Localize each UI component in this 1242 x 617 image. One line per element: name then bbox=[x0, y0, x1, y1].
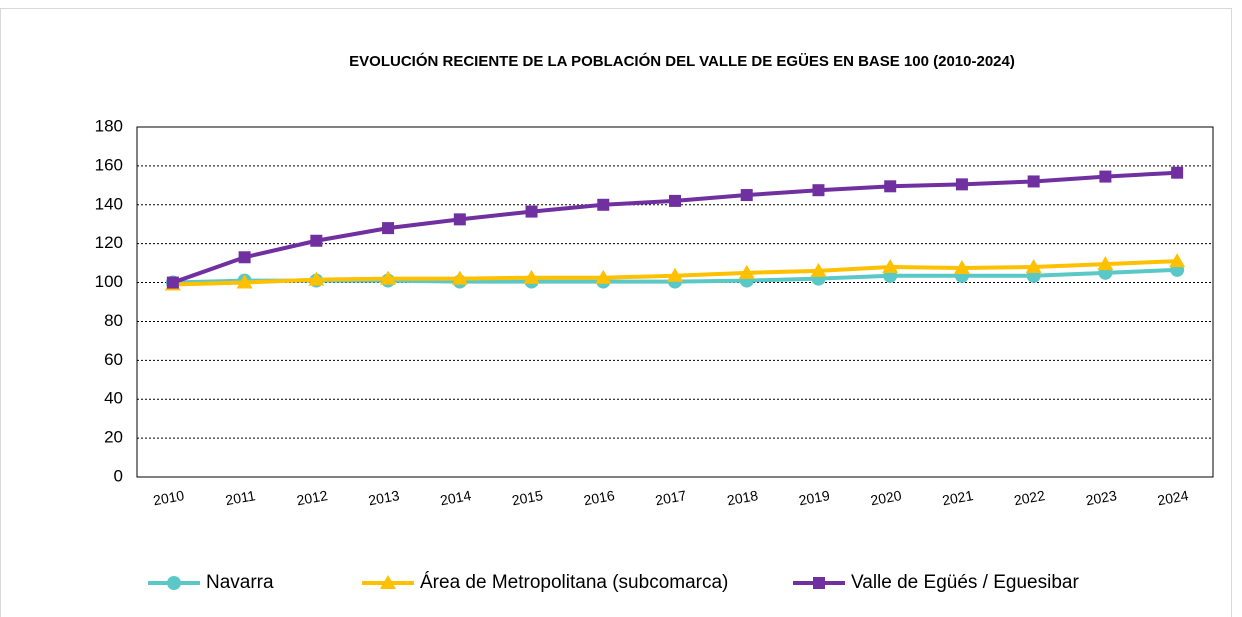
data-point bbox=[382, 222, 395, 235]
x-tick-label: 2012 bbox=[295, 487, 329, 508]
x-tick-label: 2016 bbox=[582, 487, 616, 508]
legend-marker bbox=[813, 577, 825, 589]
legend-label: Navarra bbox=[206, 572, 274, 593]
data-point bbox=[525, 205, 538, 218]
x-tick-label: 2014 bbox=[439, 487, 473, 508]
legend-marker bbox=[380, 575, 396, 589]
x-tick-label: 2011 bbox=[224, 487, 257, 508]
data-point bbox=[884, 180, 897, 193]
x-tick-label: 2010 bbox=[152, 487, 186, 508]
data-point bbox=[238, 251, 251, 264]
data-point bbox=[669, 194, 681, 207]
data-point bbox=[953, 259, 970, 274]
y-tick-label: 80 bbox=[104, 311, 123, 330]
x-tick-label: 2023 bbox=[1084, 487, 1118, 508]
x-tick-label: 2020 bbox=[869, 487, 903, 508]
x-tick-label: 2024 bbox=[1156, 487, 1190, 508]
data-point bbox=[667, 267, 683, 282]
data-point bbox=[1171, 166, 1184, 179]
data-point bbox=[380, 270, 397, 285]
y-tick-label: 40 bbox=[104, 389, 123, 408]
data-point bbox=[882, 259, 899, 273]
y-tick-label: 140 bbox=[95, 194, 123, 213]
x-tick-label: 2013 bbox=[367, 487, 401, 508]
data-point bbox=[453, 213, 466, 226]
data-point bbox=[738, 264, 755, 279]
data-point bbox=[1099, 170, 1112, 183]
legend-marker bbox=[167, 576, 181, 590]
chart-title: EVOLUCIÓN RECIENTE DE LA POBLACIÓN DEL V… bbox=[349, 52, 1015, 70]
data-point bbox=[523, 269, 540, 284]
data-point bbox=[166, 276, 179, 289]
legend-label: Área de Metropolitana (subcomarca) bbox=[420, 572, 728, 593]
y-tick-label: 180 bbox=[95, 116, 123, 135]
data-point bbox=[1169, 253, 1186, 268]
data-point bbox=[810, 262, 827, 277]
x-tick-label: 2018 bbox=[726, 487, 760, 508]
y-tick-label: 100 bbox=[95, 272, 123, 291]
data-point bbox=[308, 271, 325, 286]
legend-label: Valle de Egüés / Eguesibar bbox=[851, 572, 1079, 593]
data-point bbox=[597, 198, 610, 211]
data-point bbox=[740, 189, 753, 202]
x-tick-label: 2022 bbox=[1013, 487, 1047, 508]
y-tick-label: 160 bbox=[95, 155, 123, 174]
data-point bbox=[1027, 175, 1040, 188]
y-tick-label: 120 bbox=[95, 233, 123, 252]
y-tick-label: 60 bbox=[104, 350, 123, 369]
data-point bbox=[451, 270, 468, 285]
data-point bbox=[310, 234, 323, 247]
plot-frame bbox=[136, 126, 1214, 478]
chart-border bbox=[0, 8, 1232, 617]
data-point bbox=[1097, 256, 1114, 271]
x-tick-label: 2017 bbox=[654, 487, 688, 508]
data-point bbox=[812, 184, 825, 197]
data-point bbox=[1025, 259, 1042, 273]
y-tick-label: 0 bbox=[114, 466, 123, 485]
x-tick-label: 2021 bbox=[941, 487, 975, 508]
data-point bbox=[595, 269, 612, 284]
x-tick-label: 2019 bbox=[798, 487, 832, 508]
data-point bbox=[236, 274, 253, 289]
data-point bbox=[955, 178, 968, 191]
x-tick-label: 2015 bbox=[511, 487, 545, 508]
y-tick-label: 20 bbox=[104, 428, 123, 447]
